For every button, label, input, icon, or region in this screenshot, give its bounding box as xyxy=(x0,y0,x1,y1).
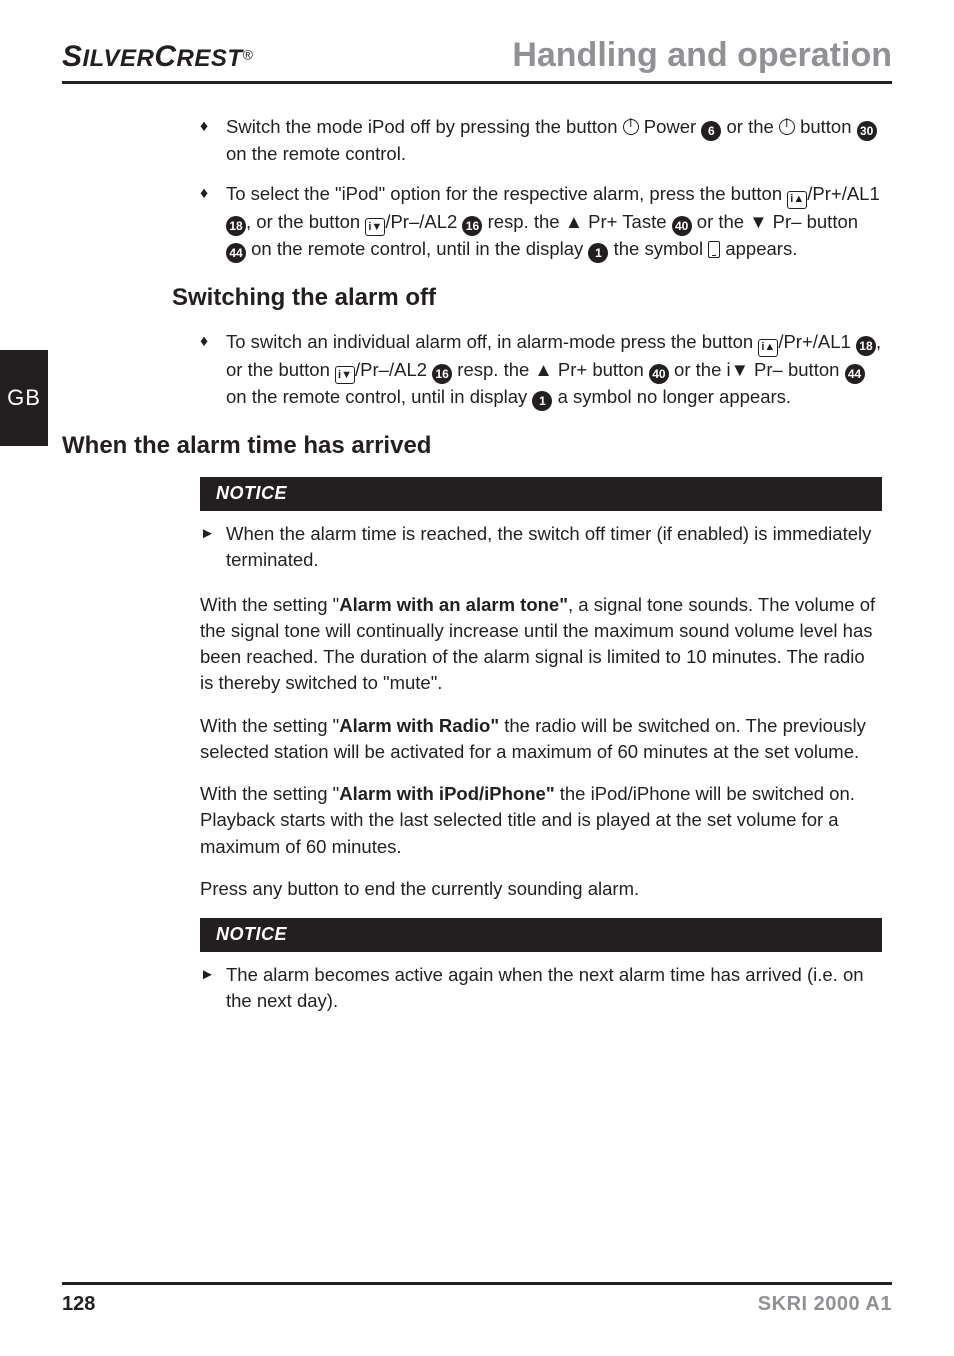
registered-mark: ® xyxy=(243,47,254,63)
ref-circle: 1 xyxy=(588,243,608,263)
list-item: ♦ To select the "iPod" option for the re… xyxy=(200,181,882,263)
button-down-icon: i▼ xyxy=(335,366,355,384)
bullet-list-switch: ♦ To switch an individual alarm off, in … xyxy=(200,329,882,411)
notice-text: When the alarm time is reached, the swit… xyxy=(226,521,882,574)
paragraph: With the setting "Alarm with iPod/iPhone… xyxy=(200,781,882,860)
ref-circle: 6 xyxy=(701,121,721,141)
list-item: ♦ Switch the mode iPod off by pressing t… xyxy=(200,114,882,167)
brand-part: REST xyxy=(177,45,243,72)
ref-circle: 44 xyxy=(845,364,865,384)
bullet-text: To switch an individual alarm off, in al… xyxy=(226,329,882,411)
notice-bar: NOTICE xyxy=(200,477,882,511)
ref-circle: 44 xyxy=(226,243,246,263)
page-header: SILVERCREST® Handling and operation xyxy=(62,36,892,84)
brand-part: C xyxy=(154,40,176,73)
ref-circle: 16 xyxy=(462,216,482,236)
bullet-text: Switch the mode iPod off by pressing the… xyxy=(226,114,882,167)
bullet-list-top: ♦ Switch the mode iPod off by pressing t… xyxy=(200,114,882,263)
list-item: ► When the alarm time is reached, the sw… xyxy=(200,521,882,574)
arrow-bullet-icon: ► xyxy=(200,962,226,1015)
page-title: Handling and operation xyxy=(512,36,892,75)
notice-bar: NOTICE xyxy=(200,918,882,952)
list-item: ♦ To switch an individual alarm off, in … xyxy=(200,329,882,411)
ref-circle: 16 xyxy=(432,364,452,384)
list-item: ► The alarm becomes active again when th… xyxy=(200,962,882,1015)
paragraph: With the setting "Alarm with an alarm to… xyxy=(200,592,882,697)
notice-list: ► The alarm becomes active again when th… xyxy=(200,962,882,1015)
ref-circle: 1 xyxy=(532,391,552,411)
content-area: ♦ Switch the mode iPod off by pressing t… xyxy=(200,114,882,1014)
button-up-icon: i▲ xyxy=(758,339,778,357)
power-icon xyxy=(623,119,639,135)
button-down-icon: i▼ xyxy=(365,218,385,236)
ref-circle: 40 xyxy=(649,364,669,384)
model-label: SKRI 2000 A1 xyxy=(758,1293,892,1316)
button-up-icon: i▲ xyxy=(787,191,807,209)
brand-part: S xyxy=(62,40,83,73)
paragraph: Press any button to end the currently so… xyxy=(200,876,882,902)
ipod-icon xyxy=(708,241,720,258)
notice-list: ► When the alarm time is reached, the sw… xyxy=(200,521,882,574)
language-tab: GB xyxy=(0,350,48,446)
heading-when-arrived: When the alarm time has arrived xyxy=(62,429,882,463)
ref-circle: 30 xyxy=(857,121,877,141)
diamond-bullet-icon: ♦ xyxy=(200,181,226,263)
bullet-text: To select the "iPod" option for the resp… xyxy=(226,181,882,263)
power-icon xyxy=(779,119,795,135)
arrow-bullet-icon: ► xyxy=(200,521,226,574)
bold-label: Alarm with an alarm tone" xyxy=(339,594,568,615)
ref-circle: 40 xyxy=(672,216,692,236)
page-number: 128 xyxy=(62,1293,95,1316)
page-footer: 128 SKRI 2000 A1 xyxy=(62,1282,892,1316)
bold-label: Alarm with iPod/iPhone" xyxy=(339,783,554,804)
ref-circle: 18 xyxy=(226,216,246,236)
notice-text: The alarm becomes active again when the … xyxy=(226,962,882,1015)
brand-part: ILVER xyxy=(83,45,155,72)
diamond-bullet-icon: ♦ xyxy=(200,329,226,411)
ref-circle: 18 xyxy=(856,336,876,356)
heading-switching-off: Switching the alarm off xyxy=(172,281,882,315)
paragraph: With the setting "Alarm with Radio" the … xyxy=(200,713,882,766)
diamond-bullet-icon: ♦ xyxy=(200,114,226,167)
brand-logo: SILVERCREST® xyxy=(62,40,253,74)
bold-label: Alarm with Radio" xyxy=(339,715,499,736)
page: SILVERCREST® Handling and operation GB ♦… xyxy=(0,0,954,1356)
